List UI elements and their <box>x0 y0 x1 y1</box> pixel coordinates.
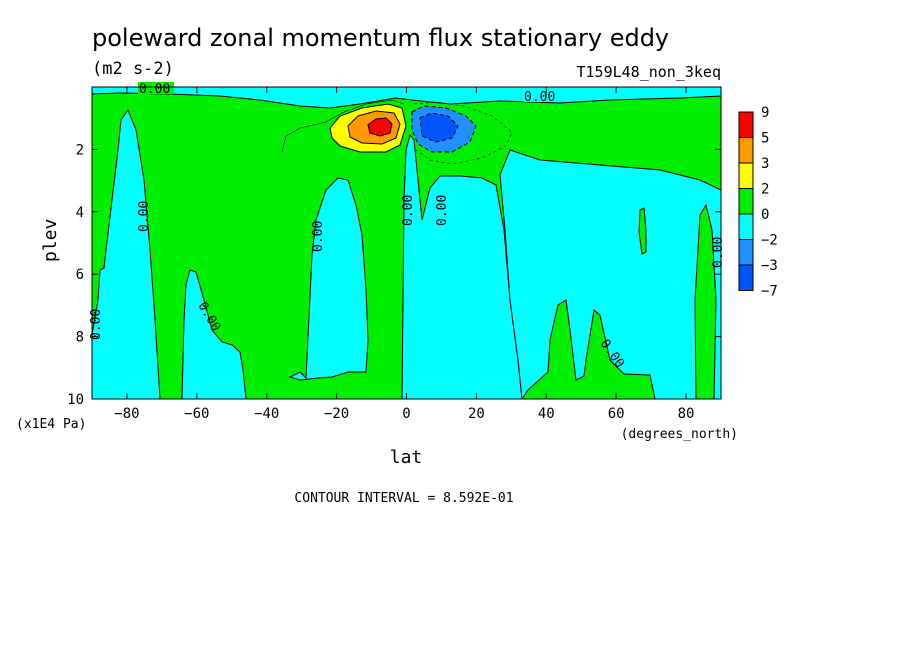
x-tick-label: −40 <box>254 406 279 422</box>
neg-region-ne <box>499 149 721 399</box>
x-tick-label: 40 <box>538 406 555 422</box>
colorbar-swatch <box>738 264 754 291</box>
colorbar-label: −2 <box>761 233 778 249</box>
colorbar-label: 5 <box>761 131 769 147</box>
colorbar-label: 0 <box>761 207 769 223</box>
contour-label-top-left: 0.00 <box>139 82 170 97</box>
x-tick-label: −80 <box>114 406 139 422</box>
colorbar-swatch <box>738 162 754 189</box>
neg-contour-3 <box>419 112 459 143</box>
colorbar-label: −3 <box>761 258 778 274</box>
x-axis-title: lat <box>390 447 423 468</box>
thin-contour-south <box>281 99 405 153</box>
y-tick-label: 6 <box>76 267 84 283</box>
x-tick-label: −60 <box>184 406 209 422</box>
contour-interval: CONTOUR INTERVAL = 8.592E-01 <box>294 491 513 506</box>
x-axis-units: (degrees_north) <box>621 427 738 442</box>
y-tick-label: 4 <box>76 205 84 221</box>
chart-title: poleward zonal momentum flux stationary … <box>92 24 669 52</box>
contour-label-10n: 0.00 <box>435 195 450 226</box>
contour-label-75s: 0.00 <box>137 201 152 232</box>
colorbar-label: 3 <box>761 156 769 172</box>
neg-region-60s <box>181 269 247 399</box>
colorbar-swatch <box>738 239 754 266</box>
y-axis-units: (x1E4 Pa) <box>16 417 86 432</box>
colorbar-swatch <box>738 213 754 240</box>
pos-island-north <box>638 207 647 255</box>
pos-contour-5 <box>367 117 393 137</box>
x-tick-label: 60 <box>608 406 625 422</box>
colorbar-swatch <box>738 137 754 164</box>
x-tick-label: 20 <box>468 406 485 422</box>
colorbar: 9 5 3 2 0 −2 −3 −7 <box>738 105 778 300</box>
x-tick-label: 0 <box>402 406 410 422</box>
colorbar-swatch <box>738 111 754 138</box>
colorbar-swatch <box>738 188 754 215</box>
run-label: T159L48_non_3keq <box>577 63 722 81</box>
plot-area <box>92 87 721 399</box>
y-tick-label: 8 <box>76 330 84 346</box>
contour-label-equator: 0.00 <box>401 195 416 226</box>
thin-contour-north <box>413 101 513 165</box>
y-tick-label: 2 <box>76 142 84 158</box>
colorbar-label: 9 <box>761 105 769 121</box>
contour-label-top-right: 0.00 <box>524 90 555 105</box>
x-axis: −80 −60 −40 −20 0 20 40 60 80 <box>114 87 694 422</box>
neg-region-20s <box>288 177 369 381</box>
x-tick-label: −20 <box>324 406 349 422</box>
y-axis-title: plev <box>40 219 61 262</box>
contour-label-85s: 0.00 <box>89 309 104 340</box>
chart-units: (m2 s-2) <box>92 59 174 79</box>
neg-region-southpole <box>92 108 161 399</box>
x-tick-label: 80 <box>678 406 695 422</box>
contour-label-85n: 0.00 <box>711 237 726 268</box>
contour-label-25s: 0.00 <box>311 221 326 252</box>
colorbar-label: 2 <box>761 182 769 198</box>
y-axis: 2 4 6 8 10 <box>67 142 721 408</box>
colorbar-label: −7 <box>761 284 778 300</box>
y-tick-label: 10 <box>67 392 84 408</box>
